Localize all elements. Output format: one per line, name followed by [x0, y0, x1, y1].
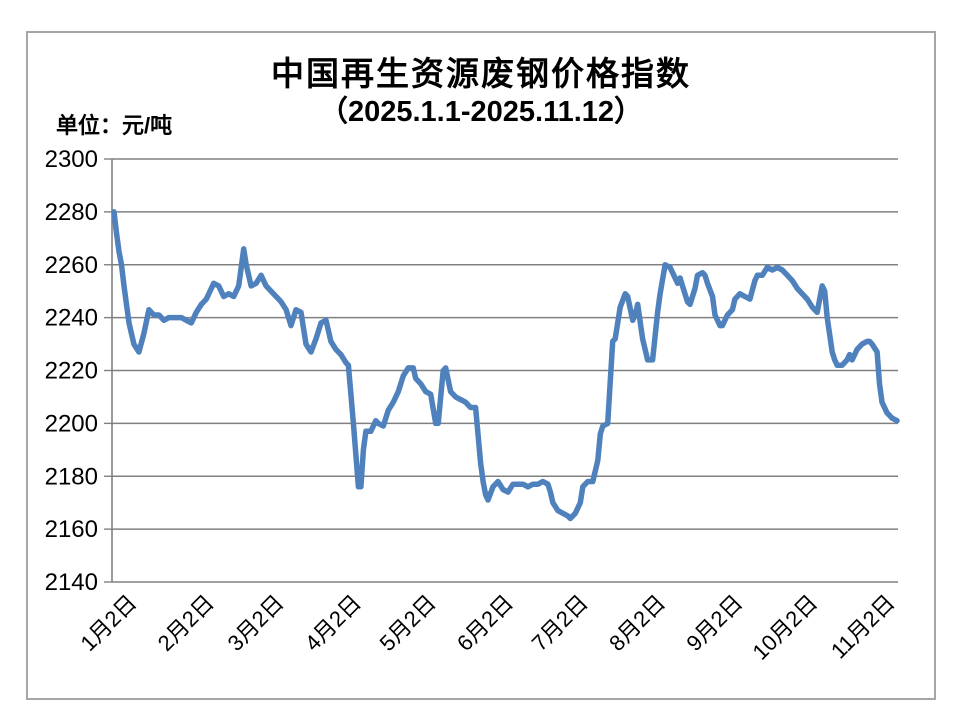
x-axis-label: 7月2日 [527, 590, 593, 656]
y-axis-label: 2300 [45, 146, 98, 173]
y-axis-label: 2220 [45, 358, 98, 385]
y-axis-label: 2160 [45, 516, 98, 543]
chart-subtitle: （2025.1.1-2025.11.12） [318, 96, 644, 128]
x-axis-label: 9月2日 [681, 590, 747, 656]
unit-label: 单位：元/吨 [56, 113, 173, 138]
x-axis-label: 3月2日 [223, 590, 289, 656]
x-axis-label: 8月2日 [604, 590, 670, 656]
x-axis-label: 10月2日 [748, 590, 823, 665]
y-axis-label: 2200 [45, 410, 98, 437]
y-axis-label: 2280 [45, 199, 98, 226]
y-axis-label: 2260 [45, 252, 98, 279]
chart-border [26, 31, 936, 700]
x-axis-label: 11月2日 [826, 590, 900, 664]
x-axis-label: 4月2日 [300, 590, 366, 656]
x-axis-label: 6月2日 [452, 590, 518, 656]
y-axis-label: 2140 [45, 569, 98, 596]
x-axis-label: 5月2日 [375, 590, 441, 656]
x-axis-label: 2月2日 [153, 590, 219, 656]
y-axis-label: 2240 [45, 305, 98, 332]
price-index-line [111, 209, 900, 522]
chart-title: 中国再生资源废钢价格指数 [271, 55, 691, 92]
x-axis-label: 1月2日 [75, 590, 141, 656]
y-axis-label: 2180 [45, 463, 98, 490]
